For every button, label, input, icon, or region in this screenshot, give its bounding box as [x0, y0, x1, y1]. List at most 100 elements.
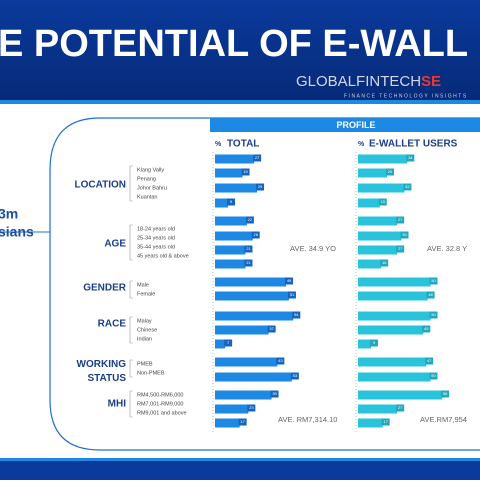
- bar: [358, 183, 405, 193]
- bar: [215, 277, 287, 287]
- value-label: 54: [294, 312, 299, 317]
- bar: [358, 154, 408, 164]
- value-label: 23: [249, 405, 254, 410]
- brand: GLOBALFINTECHSE: [296, 73, 441, 90]
- value-label: 51: [290, 292, 295, 297]
- value-tag: [253, 154, 262, 162]
- bar: [358, 372, 431, 382]
- pct-label: %: [358, 141, 365, 148]
- value-label: 22: [248, 217, 253, 222]
- value-label: 9: [373, 340, 376, 345]
- value-label: 43: [278, 358, 283, 363]
- group-label: GENDER: [83, 283, 127, 294]
- bar: [358, 357, 427, 367]
- bar: [215, 216, 247, 226]
- value-tag: [386, 168, 394, 176]
- value-tag: [381, 418, 390, 426]
- value-tag: [380, 259, 389, 267]
- item-label: Kuantan: [137, 194, 158, 200]
- bracket: [129, 280, 133, 299]
- value-tag: [285, 277, 294, 285]
- value-tag: [370, 339, 379, 347]
- bracket: [129, 316, 133, 344]
- value-label: 50: [431, 373, 436, 378]
- value-tag: [238, 418, 247, 426]
- bar: [215, 245, 246, 255]
- value-label: 19: [243, 169, 248, 174]
- value-label: 39: [272, 391, 277, 396]
- value-tag: [400, 231, 409, 239]
- bar: [358, 390, 443, 400]
- item-label: 18-24 years old: [137, 226, 175, 232]
- value-label: 48: [428, 292, 433, 297]
- group-label: WORKING STATUS: [77, 359, 127, 384]
- bar: [215, 198, 229, 208]
- item-label: Chinese: [137, 327, 157, 333]
- item-label: Female: [137, 291, 155, 297]
- left-line-2: sians: [0, 224, 34, 240]
- value-tag: [251, 231, 260, 239]
- footer-stripe: [0, 458, 480, 461]
- value-tag: [403, 183, 412, 191]
- bracket: [129, 390, 133, 418]
- value-tag: [429, 372, 438, 380]
- bar: [215, 372, 292, 382]
- value-tag: [406, 154, 415, 162]
- bar: [215, 183, 258, 193]
- value-label: 17: [240, 419, 245, 424]
- profile-title: PROFILE: [336, 120, 375, 130]
- bar: [358, 339, 372, 349]
- value-label: 16: [382, 260, 387, 265]
- brand-b: SE: [421, 73, 441, 90]
- value-tag: [244, 259, 253, 267]
- bracket: [129, 359, 133, 378]
- value-label: 50: [431, 278, 436, 283]
- bar: [358, 277, 431, 287]
- value-tag: [396, 245, 405, 253]
- item-label: Indian: [137, 336, 152, 342]
- value-tag: [441, 390, 450, 398]
- value-tag: [245, 216, 254, 224]
- bar: [215, 357, 278, 367]
- value-tag: [292, 311, 301, 319]
- value-tag: [267, 325, 276, 333]
- col-total: TOTAL: [227, 139, 259, 150]
- value-tag: [290, 372, 299, 380]
- value-label: 27: [255, 155, 260, 160]
- item-label: 35-44 years old: [137, 244, 175, 250]
- avg-mhi-total: AVE. RM7,314.10: [278, 415, 337, 424]
- item-label: 45 years old & above: [137, 253, 189, 259]
- bar: [215, 168, 243, 178]
- bar: [215, 154, 255, 164]
- bar: [358, 325, 424, 335]
- avg-age-ewallet: AVE. 32.8 Y: [427, 244, 467, 253]
- bar: [358, 418, 383, 428]
- value-tag: [429, 311, 438, 319]
- value-tag: [425, 357, 434, 365]
- bracket: [129, 165, 133, 202]
- value-label: 27: [398, 217, 403, 222]
- value-tag: [422, 325, 431, 333]
- value-label: 27: [398, 246, 403, 251]
- group-label: MHI: [108, 399, 127, 410]
- value-label: 58: [443, 391, 448, 396]
- value-label: 21: [246, 260, 251, 265]
- value-label: 7: [227, 340, 230, 345]
- value-label: 20: [388, 169, 393, 174]
- value-tag: [247, 404, 256, 412]
- value-label: 15: [381, 199, 386, 204]
- value-label: 21: [246, 246, 251, 251]
- col-ewallet: E-WALLET USERS: [369, 139, 458, 150]
- value-tag: [396, 404, 405, 412]
- bar: [358, 231, 402, 241]
- value-label: 9: [230, 199, 233, 204]
- value-label: 27: [398, 405, 403, 410]
- item-label: 25-34 years old: [137, 235, 175, 241]
- avg-age-total: AVE. 34.9 YO: [290, 244, 336, 253]
- item-label: Johor Bahru: [137, 185, 167, 191]
- value-label: 34: [408, 155, 413, 160]
- footer-band: [0, 458, 480, 480]
- bar: [215, 418, 240, 428]
- value-label: 53: [293, 373, 298, 378]
- bar: [358, 291, 428, 301]
